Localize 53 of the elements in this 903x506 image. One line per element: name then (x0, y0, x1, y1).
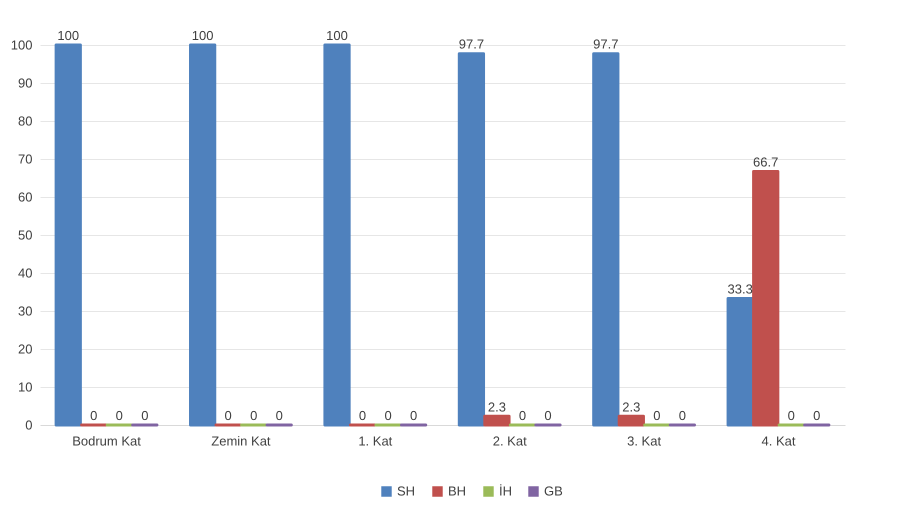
legend-label: İH (499, 484, 512, 499)
data-label: 0 (276, 408, 283, 423)
data-label: 0 (116, 408, 123, 423)
y-tick-label: 0 (25, 418, 32, 432)
y-tick-label: 10 (18, 380, 32, 394)
data-label: 100 (326, 28, 348, 43)
x-tick-label: 2. Kat (492, 434, 528, 448)
x-tick-label: 1. Kat (358, 434, 393, 448)
bar (483, 414, 511, 426)
data-label: 0 (653, 408, 660, 423)
data-label: 0 (544, 408, 552, 423)
y-tick-label: 50 (18, 228, 32, 242)
bar (618, 414, 645, 426)
x-tick-label: Bodrum Kat (72, 434, 142, 448)
x-tick-label: 4. Kat (761, 434, 796, 448)
bar (752, 170, 780, 426)
data-label: 2.3 (622, 399, 640, 414)
data-label: 2.3 (488, 399, 506, 414)
bar (458, 52, 486, 426)
bar (54, 44, 82, 426)
data-label: 0 (384, 408, 392, 423)
y-tick-label: 40 (18, 266, 32, 280)
y-tick-label: 30 (18, 304, 32, 318)
data-label: 100 (192, 28, 214, 43)
legend-label: GB (544, 484, 563, 499)
data-label: 0 (788, 408, 795, 423)
data-label: 97.7 (593, 36, 618, 52)
legend-label: SH (397, 484, 416, 499)
x-tick-label: Zemin Kat (211, 434, 271, 448)
y-tick-label: 80 (18, 114, 32, 128)
y-tick-label: 60 (18, 190, 32, 204)
x-tick-label: 3. Kat (627, 434, 662, 448)
y-tick-label: 20 (18, 342, 32, 356)
bar (323, 44, 351, 426)
data-label: 66.7 (753, 154, 778, 170)
bar (592, 52, 620, 426)
data-label: 0 (358, 408, 366, 423)
bar (726, 296, 754, 426)
data-label: 0 (410, 408, 418, 423)
y-tick-label: 90 (18, 76, 32, 90)
data-label: 0 (518, 408, 526, 423)
y-tick-label: 100 (10, 38, 32, 52)
data-label: 0 (141, 408, 148, 423)
data-label: 0 (250, 408, 258, 423)
data-label: 97.7 (458, 36, 484, 52)
data-label: 0 (90, 408, 98, 423)
y-tick-label: 70 (18, 152, 32, 166)
bar (189, 44, 216, 426)
data-label: 100 (57, 28, 80, 43)
legend-label: BH (448, 484, 466, 499)
data-label: 0 (813, 408, 820, 423)
data-label: 0 (678, 408, 686, 423)
data-label: 0 (224, 408, 232, 423)
